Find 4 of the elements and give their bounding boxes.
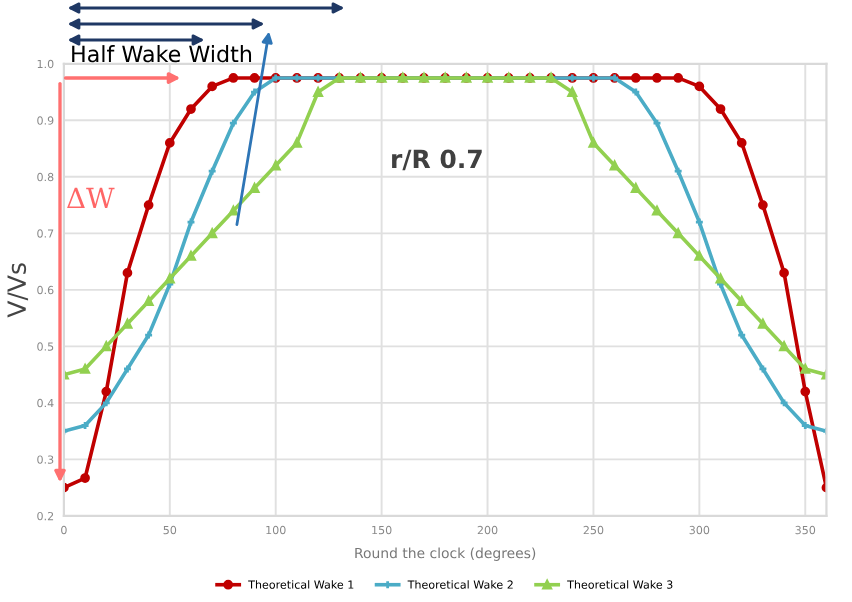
text: Half Wake Width	[72, 45, 252, 63]
annotation: ΔW	[67, 187, 115, 208]
y-axis-title: V/Vs	[7, 263, 29, 318]
annotation: r/R 0.7	[392, 149, 482, 171]
